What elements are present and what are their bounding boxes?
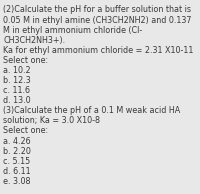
Text: Ka for ethyl ammonium chloride = 2.31 X10-11: Ka for ethyl ammonium chloride = 2.31 X1… (3, 46, 193, 55)
Text: a. 10.2: a. 10.2 (3, 66, 31, 75)
Text: d. 6.11: d. 6.11 (3, 167, 31, 176)
Text: 0.05 M in ethyl amine (CH3CH2NH2) and 0.137: 0.05 M in ethyl amine (CH3CH2NH2) and 0.… (3, 16, 192, 24)
Text: c. 5.15: c. 5.15 (3, 157, 30, 166)
Text: Select one:: Select one: (3, 126, 48, 135)
Text: a. 4.26: a. 4.26 (3, 137, 31, 146)
Text: (3)Calculate the pH of a 0.1 M weak acid HA: (3)Calculate the pH of a 0.1 M weak acid… (3, 106, 180, 115)
Text: M in ethyl ammonium chloride (Cl-: M in ethyl ammonium chloride (Cl- (3, 26, 142, 35)
Text: solution; Ka = 3.0 X10-8: solution; Ka = 3.0 X10-8 (3, 116, 100, 125)
Text: d. 13.0: d. 13.0 (3, 96, 31, 105)
Text: CH3CH2NH3+).: CH3CH2NH3+). (3, 36, 65, 45)
Text: b. 12.3: b. 12.3 (3, 76, 31, 85)
Text: Select one:: Select one: (3, 56, 48, 65)
Text: b. 2.20: b. 2.20 (3, 147, 31, 156)
Text: (2)Calculate the pH for a buffer solution that is: (2)Calculate the pH for a buffer solutio… (3, 5, 191, 14)
Text: c. 11.6: c. 11.6 (3, 86, 30, 95)
Text: e. 3.08: e. 3.08 (3, 177, 30, 186)
